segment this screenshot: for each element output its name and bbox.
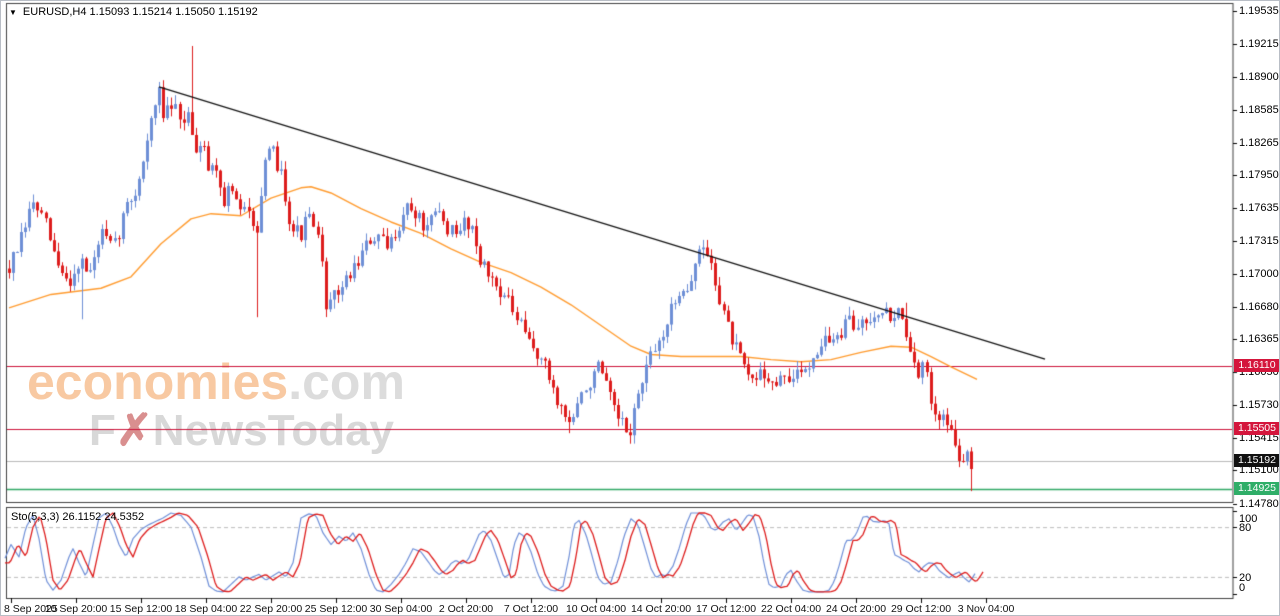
date-axis-label: 15 Sep 12:00	[109, 603, 173, 615]
symbol-ohlc-label: EURUSD,H4 1.15093 1.15214 1.15050 1.1519…	[22, 6, 258, 18]
date-axis-label: 18 Sep 04:00	[174, 603, 238, 615]
price-level-badge-1.14925: 1.14925	[1234, 482, 1279, 496]
price-axis-label: 1.16365	[1239, 333, 1279, 346]
date-axis-label: 2 Oct 20:00	[438, 603, 494, 615]
date-axis-label: 17 Oct 12:00	[695, 603, 757, 615]
date-axis-label: 14 Oct 20:00	[630, 603, 692, 615]
date-axis-label: 29 Oct 12:00	[890, 603, 952, 615]
price-axis-label: 1.19215	[1239, 38, 1279, 51]
price-axis-label: 1.16680	[1239, 300, 1279, 313]
price-axis-label: 1.15100	[1239, 464, 1279, 477]
price-axis-label: 1.18900	[1239, 71, 1279, 84]
price-level-badge-1.15192: 1.15192	[1234, 454, 1279, 468]
price-axis-label: 1.17950	[1239, 169, 1279, 182]
stochastic-indicator-label: Sto(5,3,3) 26.1152 24.5352	[11, 511, 145, 523]
stochastic-axis-label: 80	[1239, 522, 1252, 535]
price-axis-label: 1.17315	[1239, 235, 1279, 248]
date-axis-label: 22 Oct 04:00	[760, 603, 822, 615]
price-axis-label: 1.17000	[1239, 267, 1279, 280]
date-axis-label: 7 Oct 12:00	[503, 603, 559, 615]
stochastic-axis-label: 0	[1239, 582, 1246, 594]
date-axis-label: 30 Sep 04:00	[369, 603, 433, 615]
price-axis-label: 1.15730	[1239, 399, 1279, 412]
date-axis-label: 3 Nov 04:00	[957, 603, 1015, 615]
symbol-dropdown-icon[interactable]: ▼	[9, 7, 17, 17]
date-axis-label: 22 Sep 20:00	[239, 603, 303, 615]
stochastic-axis-label: 100	[1239, 513, 1258, 525]
price-level-badge-1.15505: 1.15505	[1234, 422, 1279, 435]
date-axis-label: 25 Sep 12:00	[304, 603, 368, 615]
price-axis-label: 1.19535	[1239, 5, 1279, 18]
date-axis-label: 10 Sep 20:00	[44, 603, 108, 615]
chart-header: ▼ EURUSD,H4 1.15093 1.15214 1.15050 1.15…	[9, 6, 258, 18]
price-level-badge-1.16110: 1.16110	[1234, 359, 1279, 373]
price-axis-label: 1.17635	[1239, 202, 1279, 214]
price-axis-label: 1.14780	[1239, 497, 1279, 510]
date-axis-label: 10 Oct 04:00	[565, 603, 627, 615]
date-axis-label: 8 Sep 2025	[4, 603, 58, 615]
price-axis-label: 1.18585	[1239, 103, 1279, 116]
date-axis-label: 24 Oct 20:00	[825, 603, 887, 615]
stochastic-axis-label: 20	[1239, 571, 1252, 584]
price-axis-label: 1.18265	[1239, 136, 1279, 149]
